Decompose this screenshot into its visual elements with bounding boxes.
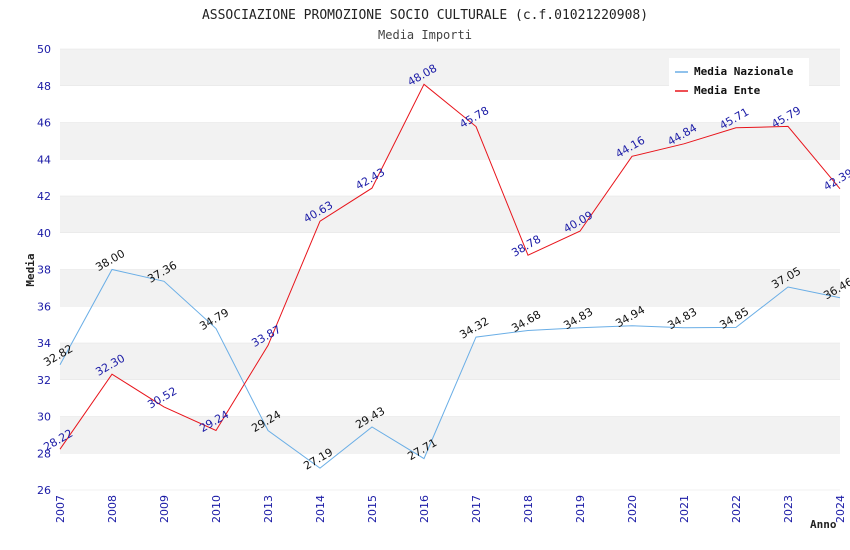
y-axis-ticks: 26 28 30 32 34 36 38 40 42 44 46 48 50 [37, 43, 51, 497]
grid-band [60, 306, 840, 343]
y-axis-label: Media [24, 253, 37, 286]
grid-band [60, 122, 840, 160]
x-tick-label: 2007 [54, 495, 67, 523]
x-tick-label: 2008 [106, 495, 119, 523]
grid-bands [60, 48, 840, 491]
grid-band [60, 232, 840, 270]
legend: Media Nazionale Media Ente [669, 58, 809, 100]
y-tick-label: 46 [37, 117, 51, 130]
x-tick-label: 2016 [418, 495, 431, 523]
x-tick-label: 2023 [782, 495, 795, 523]
x-tick-label: 2014 [314, 495, 327, 523]
y-tick-label: 42 [37, 190, 51, 203]
y-tick-label: 50 [37, 43, 51, 56]
legend-label-media-ente: Media Ente [694, 84, 761, 97]
y-tick-label: 28 [37, 447, 51, 460]
grid-band [60, 196, 840, 233]
x-tick-label: 2018 [522, 495, 535, 523]
grid-band [60, 269, 840, 307]
x-axis-label: Anno [810, 518, 837, 531]
y-tick-label: 44 [37, 153, 51, 166]
x-tick-label: 2015 [366, 495, 379, 523]
x-tick-label: 2020 [626, 495, 639, 523]
y-tick-label: 30 [37, 411, 51, 424]
x-tick-label: 2024 [834, 495, 847, 523]
grid-band [60, 159, 840, 196]
legend-label-media-nazionale: Media Nazionale [694, 65, 794, 78]
x-tick-label: 2021 [678, 495, 691, 523]
x-tick-label: 2009 [158, 495, 171, 523]
chart-title: ASSOCIAZIONE PROMOZIONE SOCIO CULTURALE … [202, 8, 648, 23]
series-line-media-ente [59, 83, 841, 450]
y-tick-label: 36 [37, 300, 51, 313]
y-tick-label: 40 [37, 227, 51, 240]
x-tick-label: 2010 [210, 495, 223, 523]
y-tick-label: 26 [37, 484, 51, 497]
chart-subtitle: Media Importi [378, 28, 472, 42]
grid-band [60, 416, 840, 454]
y-tick-label: 32 [37, 374, 51, 387]
legend-box [669, 58, 809, 100]
y-tick-label: 38 [37, 264, 51, 277]
x-tick-label: 2022 [730, 495, 743, 523]
series-lines [59, 83, 841, 469]
x-axis-ticks: 2007 2008 2009 2010 2013 2014 2015 2016 2017 2018… [54, 495, 847, 523]
series-line-media-nazionale [59, 268, 841, 469]
grid-band [60, 343, 840, 380]
y-tick-label: 34 [37, 337, 51, 350]
x-tick-label: 2019 [574, 495, 587, 523]
x-tick-label: 2013 [262, 495, 275, 523]
grid-band [60, 453, 840, 490]
y-tick-label: 48 [37, 80, 51, 93]
x-tick-label: 2017 [470, 495, 483, 523]
